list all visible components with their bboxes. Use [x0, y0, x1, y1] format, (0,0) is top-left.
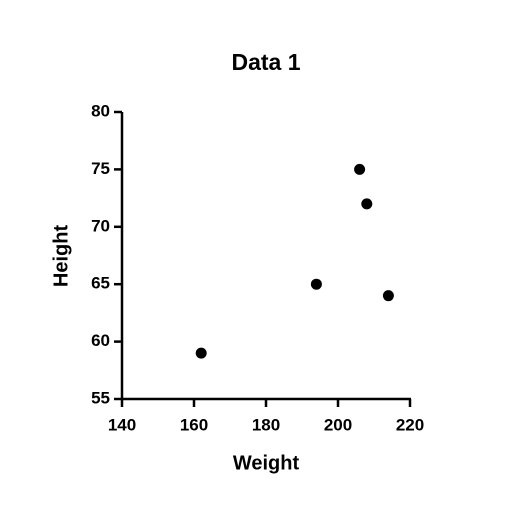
point [361, 198, 373, 210]
point [382, 290, 394, 302]
y-tick-label: 65 [91, 274, 110, 293]
y-tick-label: 60 [91, 331, 110, 350]
x-tick-label: 220 [396, 415, 424, 434]
x-tick-label: 140 [108, 415, 136, 434]
y-tick-label: 70 [91, 216, 110, 235]
chart-title: Data 1 [231, 49, 300, 75]
y-tick-label: 80 [91, 101, 110, 120]
y-tick-label: 75 [91, 159, 110, 178]
x-tick-label: 180 [252, 415, 280, 434]
point [354, 163, 366, 175]
x-tick-label: 160 [180, 415, 208, 434]
y-axis-label: Height [50, 225, 72, 288]
point [195, 347, 207, 359]
y-tick-label: 55 [91, 388, 110, 407]
x-tick-label: 200 [324, 415, 352, 434]
x-axis-label: Weight [233, 452, 300, 474]
point [310, 278, 322, 290]
